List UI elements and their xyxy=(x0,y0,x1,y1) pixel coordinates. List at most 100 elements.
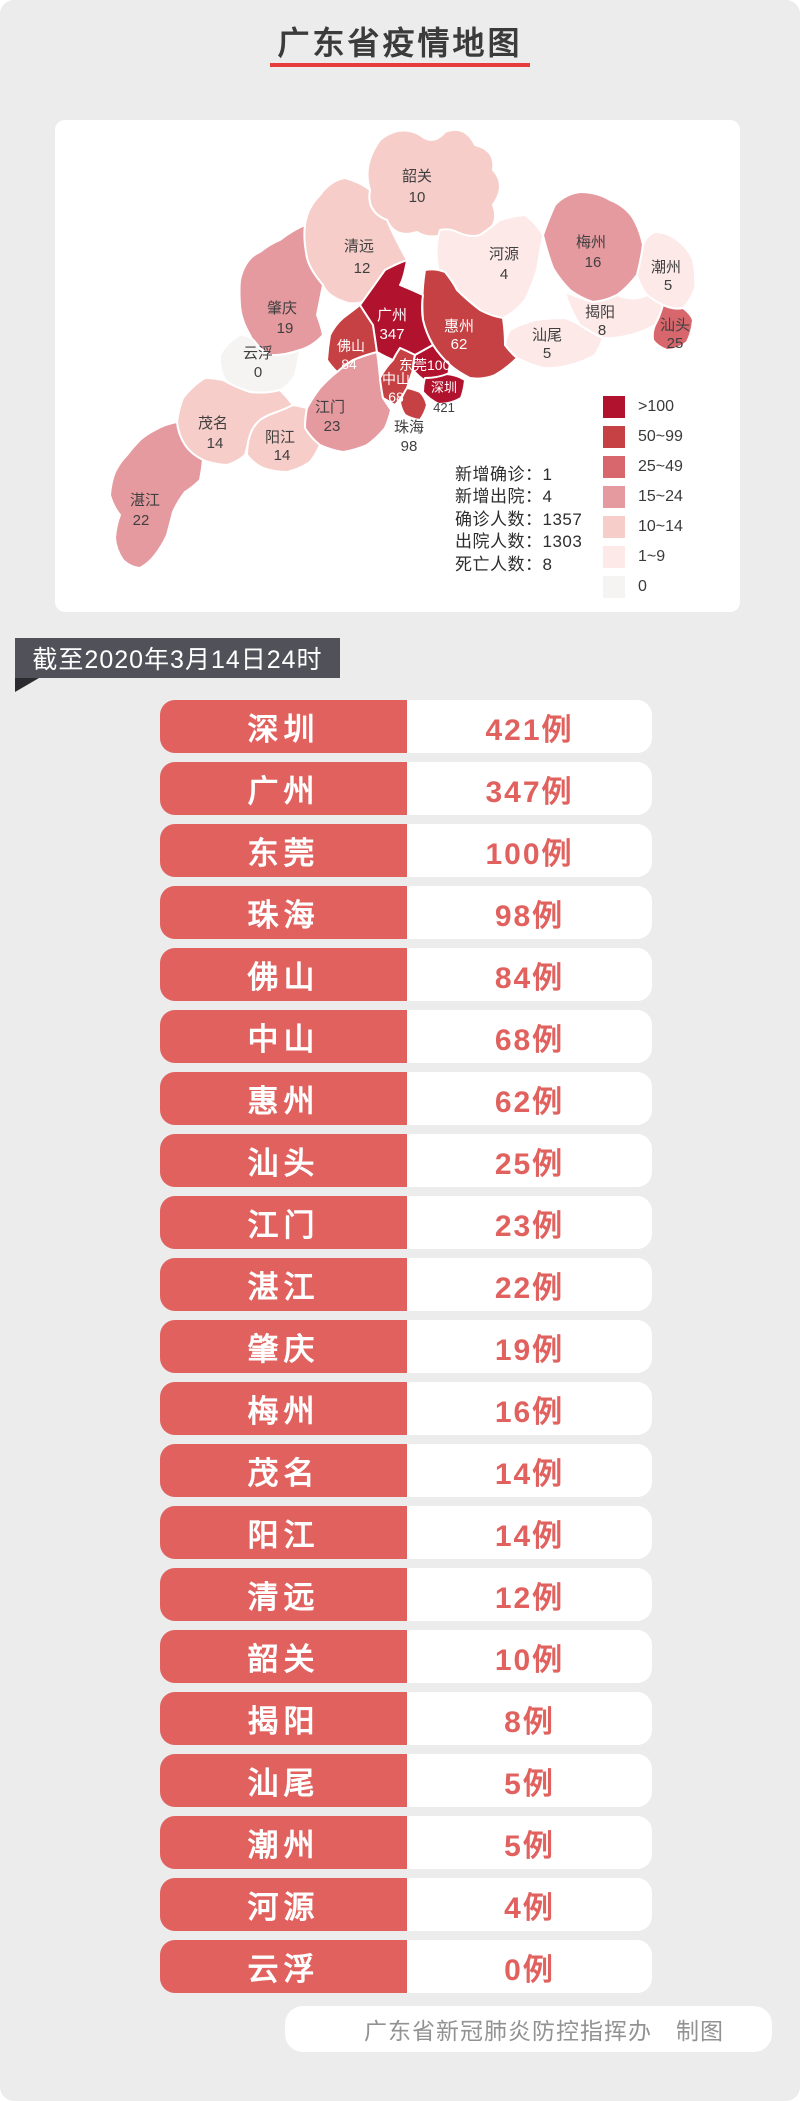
table-row: 珠海 98例 xyxy=(0,886,800,939)
cases-cell: 98例 xyxy=(407,886,652,939)
region-value: 5 xyxy=(543,345,551,362)
region-value: 421 xyxy=(433,400,455,415)
city-cell: 清远 xyxy=(160,1568,407,1621)
map-region-label: 汕头 25 xyxy=(660,317,690,352)
region-value: 14 xyxy=(207,435,224,452)
region-value: 68 xyxy=(388,389,404,405)
region-value: 347 xyxy=(379,326,404,343)
table-row: 阳江 14例 xyxy=(0,1506,800,1559)
map-region-label: 中山 68 xyxy=(382,371,410,405)
map-region-label: 珠海 98 xyxy=(394,419,424,455)
table-row: 韶关 10例 xyxy=(0,1630,800,1683)
stat-line: 新增确诊：1 xyxy=(455,465,553,484)
region-value: 8 xyxy=(598,322,606,339)
legend-label: 0 xyxy=(638,578,647,595)
map-region-label: 佛山 84 xyxy=(337,338,365,372)
city-cell: 肇庆 xyxy=(160,1320,407,1373)
legend-item: 50~99 xyxy=(603,422,683,452)
legend-swatch xyxy=(603,426,625,448)
region-name: 茂名 xyxy=(198,415,228,432)
region-name: 广州 xyxy=(377,307,407,324)
region-name: 梅州 xyxy=(576,234,606,251)
city-cell: 惠州 xyxy=(160,1072,407,1125)
map-region-label: 深圳 421 xyxy=(431,380,457,415)
region-name: 东莞 xyxy=(399,357,427,373)
region-name: 阳江 xyxy=(265,429,295,446)
region-value: 4 xyxy=(500,266,508,283)
region-name: 潮州 xyxy=(651,259,681,276)
region-name: 河源 xyxy=(489,246,519,263)
table-row: 汕头 25例 xyxy=(0,1134,800,1187)
region-name: 湛江 xyxy=(130,492,160,509)
map-stats: 新增确诊：1 新增出院：4 确诊人数：1357 出院人数：1303 死亡人数：8 xyxy=(455,464,582,576)
table-row: 佛山 84例 xyxy=(0,948,800,1001)
region-name: 韶关 xyxy=(402,168,432,185)
map-region-8 xyxy=(651,304,694,351)
table-row: 深圳 421例 xyxy=(0,700,800,753)
cases-cell: 8例 xyxy=(407,1692,652,1745)
cases-cell: 68例 xyxy=(407,1010,652,1063)
cases-cell: 12例 xyxy=(407,1568,652,1621)
table-row: 惠州 62例 xyxy=(0,1072,800,1125)
table-row: 揭阳 8例 xyxy=(0,1692,800,1745)
map-region-label: 广州 347 xyxy=(377,307,407,343)
legend-swatch xyxy=(603,516,625,538)
footer-text: 广东省新冠肺炎防控指挥办 制图 xyxy=(364,2018,724,2044)
cases-cell: 5例 xyxy=(407,1816,652,1869)
region-value: 16 xyxy=(585,254,602,271)
table-row: 中山 68例 xyxy=(0,1010,800,1063)
map-region-label: 阳江 14 xyxy=(265,429,295,464)
legend-label: >100 xyxy=(638,398,675,415)
region-name: 深圳 xyxy=(431,380,457,395)
table-row: 云浮 0例 xyxy=(0,1940,800,1993)
region-value: 22 xyxy=(133,512,150,529)
region-value: 62 xyxy=(451,336,468,353)
city-cell: 江门 xyxy=(160,1196,407,1249)
map-region-label: 清远 12 xyxy=(344,238,374,277)
legend-label: 50~99 xyxy=(638,428,683,445)
map-region-13 xyxy=(109,421,204,569)
table-row: 江门 23例 xyxy=(0,1196,800,1249)
legend-label: 15~24 xyxy=(638,488,683,505)
footer: 广东省新冠肺炎防控指挥办 制图 xyxy=(285,2006,772,2052)
cases-table: 深圳 421例 广州 347例 东莞 100例 珠海 98例 佛山 84例 中山… xyxy=(0,700,800,2002)
legend-item: 1~9 xyxy=(603,542,683,572)
legend-label: 25~49 xyxy=(638,458,683,475)
map-region-3 xyxy=(218,334,301,394)
region-value: 0 xyxy=(254,364,262,381)
map-region-label: 揭阳 8 xyxy=(585,304,615,339)
map-region-label: 汕尾 5 xyxy=(532,327,562,362)
map-region-label: 肇庆 19 xyxy=(267,300,297,337)
legend-item: 0 xyxy=(603,572,683,602)
date-banner-text: 截至2020年3月14日24时 xyxy=(32,646,323,674)
cases-cell: 347例 xyxy=(407,762,652,815)
table-row: 河源 4例 xyxy=(0,1878,800,1931)
city-cell: 湛江 xyxy=(160,1258,407,1311)
cases-cell: 14例 xyxy=(407,1506,652,1559)
map-region-19 xyxy=(399,387,428,421)
map-card: 韶关 10 清远 12 肇庆 19 云浮 0 河源 4 梅州 16 潮州 5 揭阳 8 汕头 25 汕尾 5 惠州 62 茂… xyxy=(55,120,740,612)
map-region-label: 河源 4 xyxy=(489,246,519,283)
region-value: 25 xyxy=(667,335,684,352)
stat-line: 死亡人数：8 xyxy=(455,554,553,574)
region-value: 12 xyxy=(354,260,371,277)
city-cell: 汕头 xyxy=(160,1134,407,1187)
legend-swatch xyxy=(603,486,625,508)
city-cell: 阳江 xyxy=(160,1506,407,1559)
title-underline xyxy=(270,63,530,67)
cases-cell: 14例 xyxy=(407,1444,652,1497)
cases-cell: 62例 xyxy=(407,1072,652,1125)
city-cell: 韶关 xyxy=(160,1630,407,1683)
map-region-label: 梅州 16 xyxy=(576,234,606,271)
map-region-label: 湛江 22 xyxy=(130,492,160,529)
table-row: 湛江 22例 xyxy=(0,1258,800,1311)
table-row: 潮州 5例 xyxy=(0,1816,800,1869)
region-name: 汕尾 xyxy=(532,327,562,344)
city-cell: 河源 xyxy=(160,1878,407,1931)
city-cell: 中山 xyxy=(160,1010,407,1063)
region-value: 19 xyxy=(277,320,294,337)
city-cell: 广州 xyxy=(160,762,407,815)
region-value: 14 xyxy=(274,447,291,464)
cases-cell: 22例 xyxy=(407,1258,652,1311)
map-region-label: 云浮 0 xyxy=(243,345,273,381)
